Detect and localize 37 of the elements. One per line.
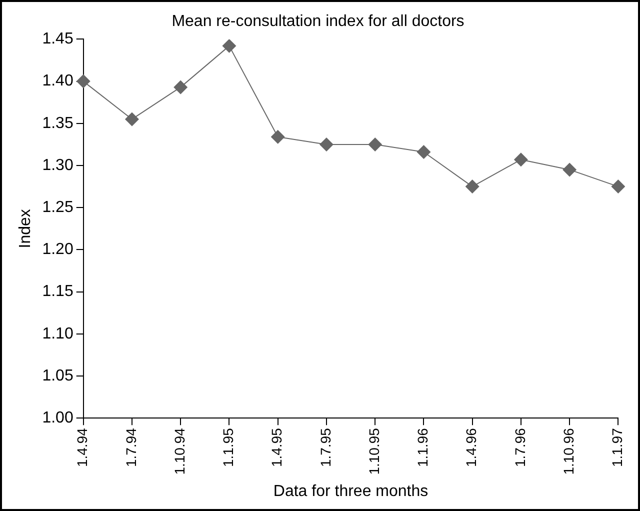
point [76,74,90,88]
point [416,145,431,160]
x-tick-label: 1.10.96 [560,428,576,475]
x-tick-label: 1.10.94 [171,428,188,475]
y-tick-label: 1.15 [42,283,74,300]
y-tick-label: 1.05 [42,367,74,384]
point [611,180,626,194]
x-tick-label: 1.1.96 [414,428,431,468]
x-axis-title: Data for three months [273,482,428,500]
point [174,80,188,94]
point [465,180,480,194]
point [270,130,285,144]
y-axis-title: Index [17,209,34,248]
point [319,137,334,152]
y-tick-label: 1.20 [42,241,74,258]
x-tick-label: 1.4.95 [268,428,285,468]
point [562,162,577,177]
x-tick-label: 1.1.97 [609,428,626,468]
y-tick-label: 1.10 [42,325,74,342]
x-tick-label: 1.7.95 [317,428,334,468]
point [124,112,139,126]
y-tick-label: 1.35 [42,114,74,132]
point [368,137,382,152]
x-tick-label: 1.1.95 [220,428,236,468]
y-tick-label: 1.00 [42,409,74,426]
x-tick-label: 1.7.96 [512,428,528,468]
chart-title: Mean re-consultation index for all doctors [172,13,464,30]
y-tick-label: 1.40 [42,72,74,90]
y-tick-label: 1.30 [42,156,74,174]
point [222,39,236,53]
y-tick-label: 1.45 [42,30,74,48]
x-tick-label: 1.7.94 [122,428,139,468]
x-tick-label: 1.4.94 [74,428,90,468]
x-tick-label: 1.4.96 [463,428,480,468]
x-tick-label: 1.10.95 [366,428,382,475]
point [514,152,528,167]
y-tick-label: 1.25 [42,199,74,216]
